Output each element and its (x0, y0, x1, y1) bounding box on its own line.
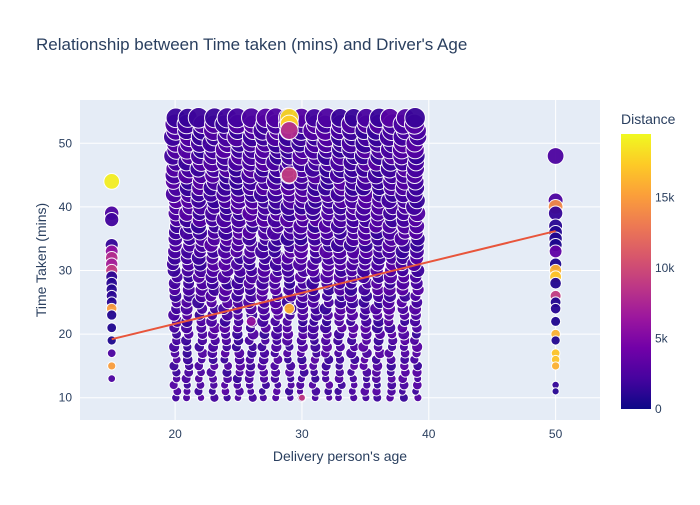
data-point (104, 212, 120, 228)
data-point (106, 348, 117, 359)
x-tick-label: 50 (549, 427, 563, 441)
y-tick-labels: 10 20 30 40 50 (59, 136, 73, 404)
y-tick-label: 20 (59, 327, 73, 341)
data-point (283, 302, 296, 315)
trendline-layer (111, 230, 556, 341)
y-axis-title: Time Taken (mins) (33, 203, 49, 317)
data-point (280, 166, 298, 184)
data-point (106, 322, 118, 334)
x-tick-labels: 20 30 40 50 (168, 427, 562, 441)
data-point (404, 107, 426, 129)
y-tick-label: 10 (59, 391, 73, 405)
data-point (106, 335, 117, 346)
colorbar-tick-label: 10k (655, 261, 675, 275)
y-tick-label: 30 (59, 263, 73, 277)
data-point (107, 374, 117, 383)
data-point (550, 335, 561, 346)
data-point (550, 315, 562, 327)
data-point (547, 205, 564, 221)
colorbar-tick-label: 5k (655, 331, 669, 345)
data-point (548, 244, 563, 259)
data-point (297, 393, 306, 402)
trendline (111, 230, 556, 341)
data-point (550, 361, 561, 371)
x-tick-label: 20 (168, 427, 182, 441)
y-tick-label: 40 (59, 200, 73, 214)
chart-title: Relationship between Time taken (mins) a… (36, 35, 467, 54)
data-point (546, 147, 565, 165)
x-tick-label: 30 (295, 427, 309, 441)
colorbar-title: Distance (621, 111, 676, 127)
data-point (103, 173, 121, 190)
colorbar-tick-label: 0 (655, 402, 662, 416)
data-point (106, 309, 118, 321)
markers (103, 107, 565, 403)
colorbar-tick-label: 15k (655, 190, 675, 204)
data-point (107, 361, 117, 371)
x-tick-label: 40 (422, 427, 436, 441)
data-point (279, 121, 299, 140)
colorbar-tick-labels: 0 5k 10k 15k (655, 190, 675, 416)
data-point (549, 302, 562, 315)
colorbar (621, 134, 651, 409)
data-point (549, 276, 562, 290)
y-tick-label: 50 (59, 136, 73, 150)
data-point (245, 315, 257, 327)
data-point (551, 387, 560, 396)
x-axis-title: Delivery person's age (273, 448, 407, 464)
